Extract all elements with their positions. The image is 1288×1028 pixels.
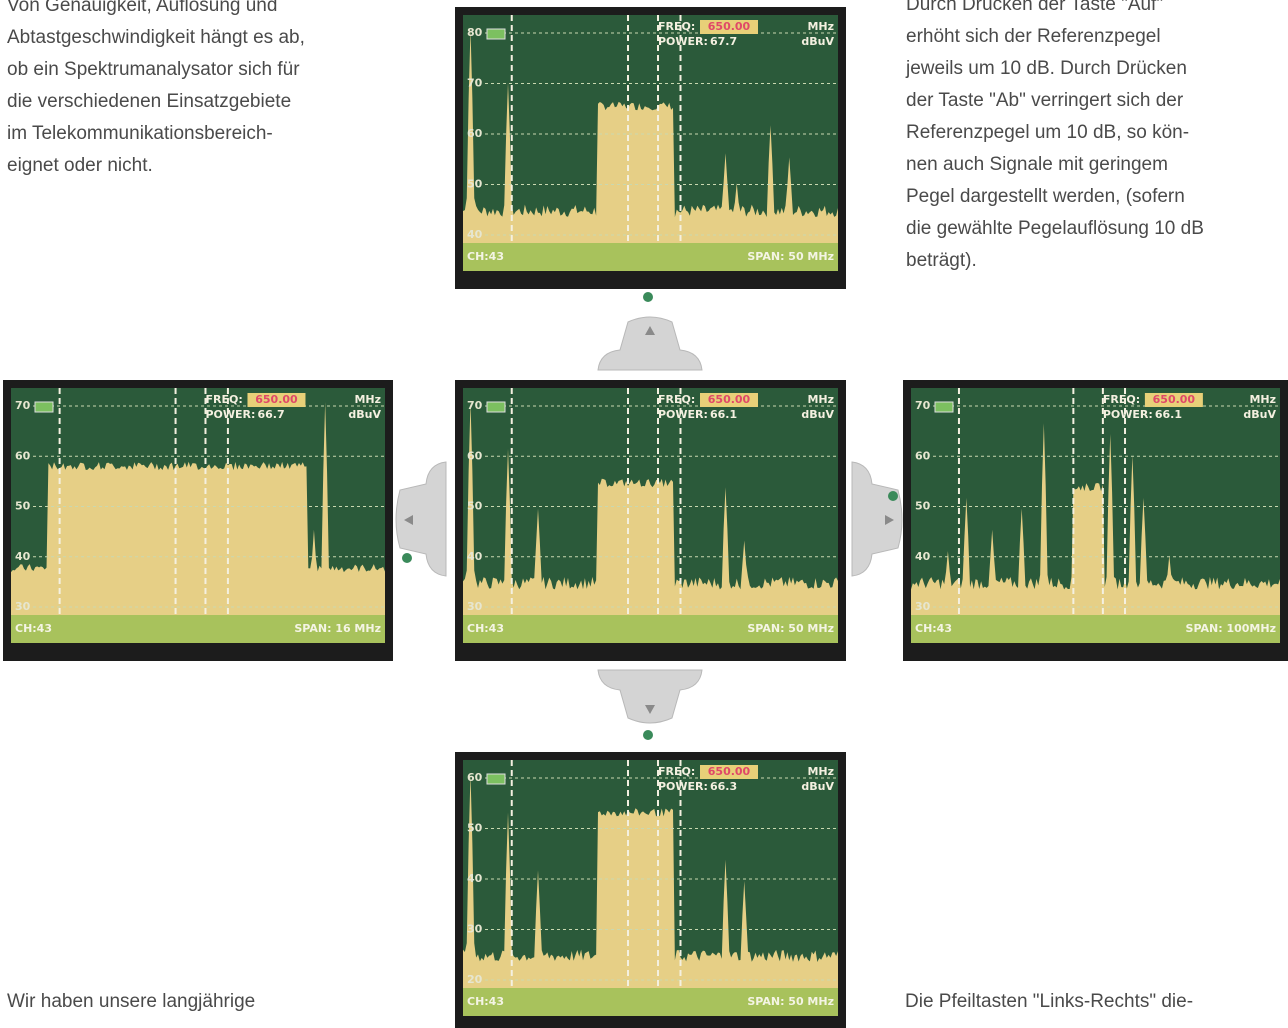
power-value: 66.1	[710, 408, 737, 421]
battery-icon	[35, 402, 53, 412]
channel: CH:43	[915, 622, 952, 635]
freq-label: FREQ:	[658, 765, 695, 778]
y-tick-label: 70	[15, 399, 31, 412]
y-tick-label: 40	[467, 872, 483, 885]
page-body: Von Genauigkeit, Auflösung undAbtastgesc…	[0, 0, 1288, 1028]
span: SPAN: 50 MHz	[747, 622, 834, 635]
freq-value: 650.00	[708, 20, 751, 33]
y-tick-label: 80	[467, 26, 483, 39]
y-tick-label: 50	[915, 500, 931, 513]
analyzer-screen: 70 60 50 40 30 FREQ: 650.00 MHz POWER:66.1 dBuV CH…	[455, 380, 846, 661]
power-unit: dBuV	[801, 35, 834, 48]
y-tick-label: 40	[15, 550, 31, 563]
power-value: 66.7	[257, 408, 284, 421]
y-tick-label: 30	[15, 600, 31, 613]
power-value: 66.1	[1155, 408, 1182, 421]
analyzer-screen: 70 60 50 40 30 FREQ: 650.00 MHz POWER:66.7 dBuV CH…	[3, 380, 393, 661]
freq-label: FREQ:	[658, 393, 695, 406]
y-tick-label: 60	[467, 449, 483, 462]
y-tick-label: 50	[467, 178, 483, 191]
freq-label: FREQ:	[658, 20, 695, 33]
page: Spektrumanalysator {"text_left_top": ["V…	[0, 0, 1288, 1028]
y-tick-label: 30	[915, 600, 931, 613]
power-unit: dBuV	[801, 780, 834, 793]
diagram: 8070605040FREQ:650.00MHzPOWER:67.7dBuVCH…	[0, 0, 1288, 1028]
y-tick-label: 60	[467, 127, 483, 140]
freq-value: 650.00	[1153, 393, 1196, 406]
power-label: POWER:	[658, 35, 708, 48]
y-tick-label: 20	[467, 973, 483, 986]
battery-icon	[487, 402, 505, 412]
power-unit: dBuV	[1243, 408, 1276, 421]
y-tick-label: 40	[467, 228, 483, 241]
freq-value: 650.00	[255, 393, 298, 406]
analyzer-screen: 60 50 40 30 20 FREQ: 650.00 MHz POWER:66.3 dBuV CH…	[455, 752, 846, 1028]
freq-unit: MHz	[354, 393, 381, 406]
freq-label: FREQ:	[205, 393, 242, 406]
freq-value: 650.00	[708, 393, 751, 406]
y-tick-label: 50	[15, 500, 31, 513]
power-label: POWER:	[658, 408, 708, 421]
power-value: 67.7	[710, 35, 737, 48]
y-tick-label: 30	[467, 600, 483, 613]
y-tick-label: 60	[915, 449, 931, 462]
freq-unit: MHz	[1249, 393, 1276, 406]
battery-icon	[487, 29, 505, 39]
freq-unit: MHz	[807, 765, 834, 778]
channel: CH:43	[467, 250, 504, 263]
y-tick-label: 70	[915, 399, 931, 412]
y-tick-label: 30	[467, 923, 483, 936]
span: SPAN: 16 MHz	[294, 622, 381, 635]
power-value: 66.3	[710, 780, 737, 793]
power-label: POWER:	[1103, 408, 1153, 421]
y-tick-label: 60	[467, 771, 483, 784]
span: SPAN: 50 MHz	[747, 995, 834, 1008]
y-tick-label: 40	[467, 550, 483, 563]
analyzer-screen: 80 70 60 50 40 FREQ: 650.00 MHz POWER:67.7 dBuV CH…	[455, 7, 846, 289]
y-tick-label: 50	[467, 500, 483, 513]
y-tick-label: 50	[467, 822, 483, 835]
channel: CH:43	[467, 622, 504, 635]
battery-icon	[935, 402, 953, 412]
power-unit: dBuV	[348, 408, 381, 421]
freq-label: FREQ:	[1103, 393, 1140, 406]
freq-unit: MHz	[807, 20, 834, 33]
freq-value: 650.00	[708, 765, 751, 778]
y-tick-label: 40	[915, 550, 931, 563]
battery-icon	[487, 774, 505, 784]
power-label: POWER:	[658, 780, 708, 793]
freq-unit: MHz	[807, 393, 834, 406]
y-tick-label: 60	[15, 449, 31, 462]
y-tick-label: 70	[467, 77, 483, 90]
analyzer-screen: 70 60 50 40 30 FREQ: 650.00 MHz POWER:66.1 dBuV CH…	[903, 380, 1288, 661]
power-unit: dBuV	[801, 408, 834, 421]
channel: CH:43	[467, 995, 504, 1008]
y-tick-label: 70	[467, 399, 483, 412]
power-label: POWER:	[205, 408, 255, 421]
channel: CH:43	[15, 622, 52, 635]
span: SPAN: 100MHz	[1186, 622, 1276, 635]
span: SPAN: 50 MHz	[747, 250, 834, 263]
